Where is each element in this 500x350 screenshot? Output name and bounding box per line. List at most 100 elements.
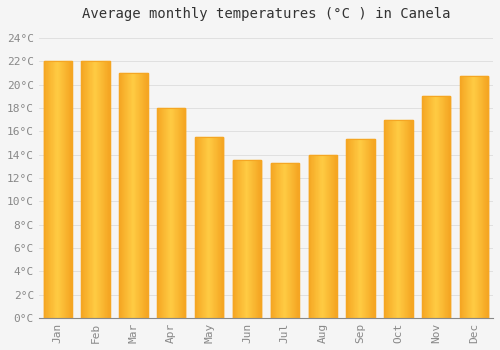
Bar	[279, 163, 280, 318]
Bar	[432, 96, 433, 318]
Bar	[390, 120, 391, 318]
Bar	[427, 96, 428, 318]
Bar	[282, 163, 283, 318]
Bar	[211, 137, 212, 318]
Bar	[88, 61, 89, 318]
Bar	[463, 76, 464, 318]
Bar	[219, 137, 220, 318]
Bar	[163, 108, 164, 318]
Bar	[204, 137, 205, 318]
Bar	[395, 120, 396, 318]
Bar	[54, 61, 55, 318]
Bar	[479, 76, 480, 318]
Bar	[431, 96, 432, 318]
Bar	[315, 155, 316, 318]
Bar	[128, 73, 129, 318]
Bar	[95, 61, 96, 318]
Bar	[196, 137, 197, 318]
Bar	[135, 73, 136, 318]
Bar	[87, 61, 88, 318]
Bar	[199, 137, 200, 318]
Bar	[408, 120, 409, 318]
Bar	[82, 61, 83, 318]
Bar	[59, 61, 60, 318]
Bar	[346, 139, 347, 318]
Bar	[170, 108, 172, 318]
Bar	[290, 163, 291, 318]
Bar	[84, 61, 85, 318]
Bar	[477, 76, 478, 318]
Bar	[139, 73, 140, 318]
Bar	[214, 137, 215, 318]
Bar	[108, 61, 109, 318]
Bar	[165, 108, 166, 318]
Bar	[126, 73, 127, 318]
Bar	[206, 137, 207, 318]
Bar	[146, 73, 147, 318]
Bar	[250, 160, 251, 318]
Bar	[480, 76, 481, 318]
Bar	[368, 139, 369, 318]
Bar	[217, 137, 218, 318]
Bar	[207, 137, 208, 318]
Bar	[464, 76, 465, 318]
Bar	[176, 108, 177, 318]
Bar	[236, 160, 237, 318]
Bar	[61, 61, 62, 318]
Bar	[404, 120, 405, 318]
Bar	[407, 120, 408, 318]
Bar	[273, 163, 274, 318]
Bar	[435, 96, 436, 318]
Bar	[223, 137, 224, 318]
Bar	[255, 160, 256, 318]
Bar	[66, 61, 67, 318]
Bar	[107, 61, 108, 318]
Bar	[424, 96, 425, 318]
Bar	[365, 139, 366, 318]
Bar	[209, 137, 210, 318]
Bar	[258, 160, 259, 318]
Bar	[208, 137, 209, 318]
Bar	[473, 76, 474, 318]
Bar	[197, 137, 198, 318]
Bar	[430, 96, 431, 318]
Bar	[44, 61, 72, 318]
Bar	[177, 108, 178, 318]
Bar	[222, 137, 223, 318]
Bar	[46, 61, 47, 318]
Bar	[317, 155, 318, 318]
Bar	[49, 61, 50, 318]
Bar	[398, 120, 399, 318]
Bar	[205, 137, 206, 318]
Bar	[51, 61, 52, 318]
Bar	[181, 108, 182, 318]
Bar	[278, 163, 279, 318]
Bar	[410, 120, 411, 318]
Bar	[216, 137, 217, 318]
Bar	[200, 137, 201, 318]
Bar	[400, 120, 402, 318]
Bar	[164, 108, 165, 318]
Bar	[123, 73, 124, 318]
Bar	[220, 137, 221, 318]
Bar	[86, 61, 87, 318]
Bar	[145, 73, 146, 318]
Bar	[270, 163, 299, 318]
Bar	[260, 160, 261, 318]
Bar	[98, 61, 99, 318]
Bar	[127, 73, 128, 318]
Bar	[334, 155, 335, 318]
Bar	[329, 155, 330, 318]
Bar	[411, 120, 412, 318]
Bar	[119, 73, 148, 318]
Bar	[157, 108, 158, 318]
Bar	[406, 120, 407, 318]
Bar	[48, 61, 49, 318]
Bar	[132, 73, 133, 318]
Bar	[239, 160, 240, 318]
Bar	[100, 61, 102, 318]
Bar	[55, 61, 56, 318]
Bar	[394, 120, 395, 318]
Bar	[247, 160, 248, 318]
Bar	[358, 139, 359, 318]
